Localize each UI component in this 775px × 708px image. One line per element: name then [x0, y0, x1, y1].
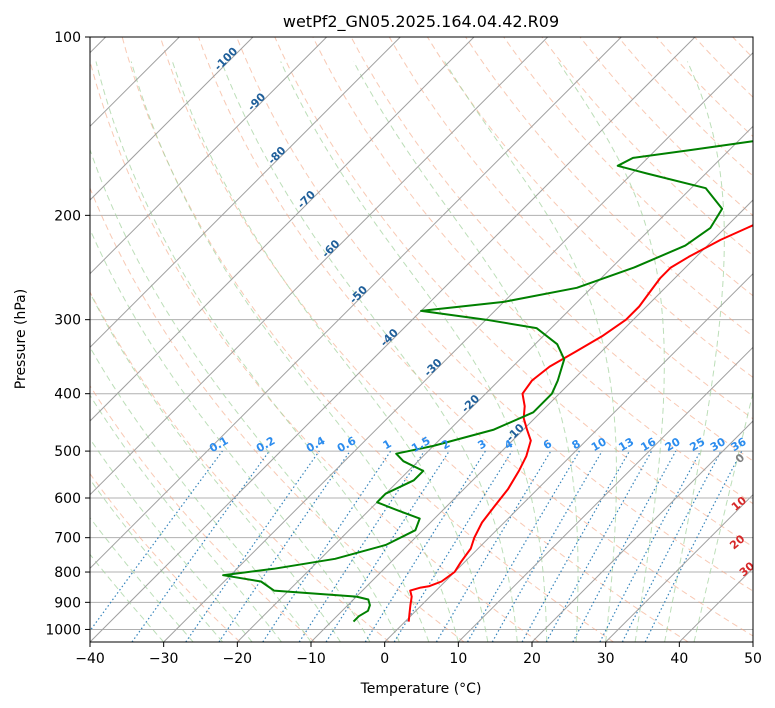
- moist-adiabat: [90, 478, 223, 642]
- mixing-ratio-line: [90, 450, 223, 632]
- isotherm: [384, 272, 753, 642]
- y-tick-label: 300: [54, 313, 81, 329]
- chart-title: wetPf2_GN05.2025.164.04.42.R09: [283, 12, 559, 32]
- y-tick-label: 1000: [45, 622, 81, 638]
- mixing-ratio-line: [491, 450, 603, 642]
- dry-adiabat: [388, 37, 753, 420]
- y-tick-label: 200: [54, 208, 81, 224]
- temperature-profile-line: [407, 224, 753, 622]
- moist-adiabat: [693, 390, 753, 642]
- dry-adiabat: [198, 37, 753, 637]
- dry-adiabats: [90, 37, 753, 642]
- moist-adiabat: [220, 61, 518, 642]
- isotherm: [90, 37, 475, 422]
- x-tick-label: 10: [449, 651, 467, 667]
- isotherm: [90, 37, 622, 570]
- moist-adiabat: [90, 438, 253, 642]
- y-tick-label: 700: [54, 531, 81, 547]
- mixing-ratio-line: [325, 450, 450, 642]
- isotherm: [310, 199, 753, 642]
- isotherm: [163, 51, 753, 642]
- x-tick-label: 20: [523, 651, 541, 667]
- moist-adiabat: [90, 346, 312, 642]
- moist-adiabat: [130, 61, 459, 642]
- plot-frame: [89, 36, 754, 643]
- y-tick-label: 900: [54, 595, 81, 611]
- mixing-ratio-line: [218, 450, 351, 642]
- dry-adiabat: [90, 186, 465, 642]
- y-tick-label: 500: [54, 444, 81, 460]
- dry-adiabat: [90, 59, 540, 642]
- isotherm: [457, 346, 753, 642]
- x-tick-label: 0: [380, 651, 389, 667]
- moist-adiabat: [171, 61, 489, 642]
- moist-adiabat: [444, 61, 617, 642]
- x-tick-label: 30: [597, 651, 615, 667]
- y-axis-ticks: 100 200 300 400 500 600 700 800 900 1000: [45, 30, 90, 638]
- y-tick-label: 400: [54, 387, 81, 403]
- mixing-ratio-line: [185, 450, 320, 642]
- dry-adiabat: [503, 37, 753, 297]
- dry-adiabat: [617, 37, 753, 177]
- x-tick-label: −30: [149, 651, 179, 667]
- profile-series: [222, 139, 753, 623]
- isotherm: [605, 493, 753, 642]
- isotherm: [90, 37, 328, 275]
- mixing-ratio-line: [521, 450, 631, 642]
- moist-adiabat: [90, 148, 400, 642]
- pressure-gridlines: [90, 37, 753, 630]
- dry-adiabat: [159, 37, 689, 642]
- dry-adiabat: [274, 37, 753, 548]
- moist-adiabat: [90, 292, 341, 642]
- mixing-ratio-line: [393, 450, 513, 642]
- y-tick-label: 800: [54, 565, 81, 581]
- moist-adiabat: [353, 61, 579, 642]
- isotherm: [90, 37, 254, 201]
- mixing-ratio-line: [466, 450, 580, 642]
- moist-adiabat: [664, 61, 725, 642]
- x-tick-label: −10: [296, 651, 326, 667]
- moist-adiabat: [90, 228, 371, 642]
- isotherm: [531, 420, 753, 642]
- dry-adiabat: [90, 291, 390, 642]
- dry-adiabat: [312, 37, 753, 505]
- dry-adiabat: [121, 37, 614, 642]
- dry-adiabat: [426, 37, 753, 378]
- isotherms: [90, 37, 753, 642]
- mixing-ratio-line: [572, 450, 677, 642]
- x-axis-title: Temperature (°C): [360, 681, 482, 697]
- mixing-ratio-line: [435, 450, 552, 642]
- dewpoint-profile-line: [222, 139, 753, 623]
- isotherm: [236, 125, 753, 642]
- mixing-ratio-line: [364, 450, 486, 642]
- y-axis-title: Pressure (hPa): [13, 289, 29, 389]
- x-axis-ticks: −40 −30 −20 −10 0 10 20 30 40 50: [75, 642, 762, 667]
- y-tick-label: 100: [54, 30, 81, 46]
- moist-adiabat: [557, 61, 665, 642]
- x-tick-label: −40: [75, 651, 105, 667]
- x-tick-label: −20: [223, 651, 253, 667]
- dry-adiabat: [90, 384, 316, 642]
- mixing-ratio-line: [131, 450, 270, 642]
- x-tick-label: 40: [670, 651, 688, 667]
- isotherm: [90, 37, 401, 349]
- isotherm: [90, 37, 696, 642]
- moist-adiabats: [90, 61, 753, 642]
- isotherm: [90, 37, 549, 496]
- moist-adiabat: [280, 61, 548, 642]
- y-tick-label: 600: [54, 491, 81, 507]
- x-tick-label: 50: [744, 651, 762, 667]
- dry-adiabat: [236, 37, 753, 592]
- moist-adiabat: [90, 394, 282, 642]
